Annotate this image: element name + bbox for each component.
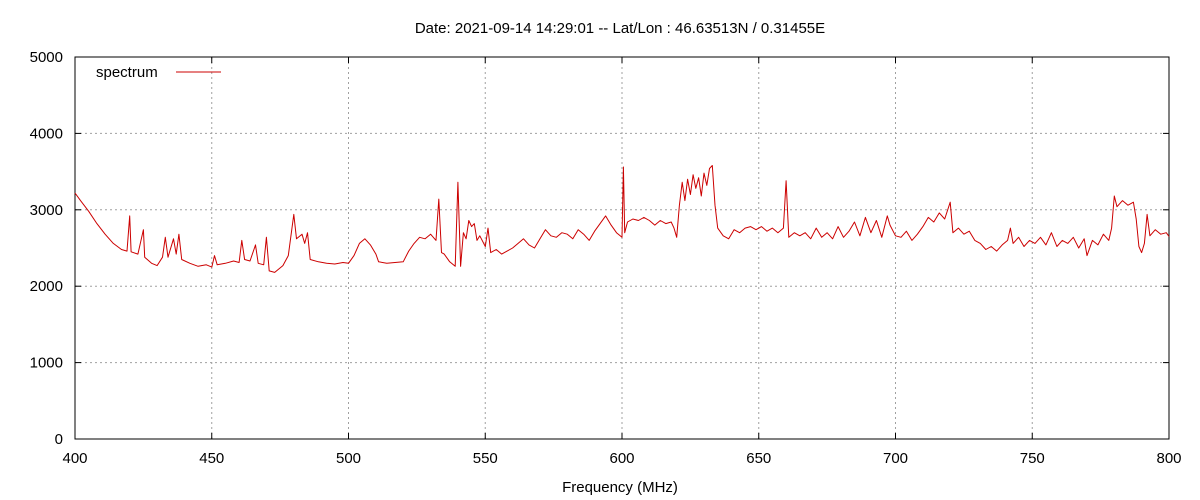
y-tick-label: 5000 (30, 49, 63, 66)
x-tick-label: 550 (473, 450, 498, 467)
x-tick-label: 400 (62, 450, 87, 467)
y-tick-label: 0 (55, 431, 63, 448)
x-tick-label: 600 (609, 450, 634, 467)
y-tick-label: 2000 (30, 278, 63, 295)
x-tick-label: 750 (1020, 450, 1045, 467)
spectrum-line (74, 165, 1170, 273)
y-tick-label: 1000 (30, 355, 63, 372)
x-tick-label: 450 (199, 450, 224, 467)
x-axis-label: Frequency (MHz) (562, 479, 678, 496)
x-tick-label: 650 (746, 450, 771, 467)
x-tick-label: 800 (1156, 450, 1181, 467)
legend: spectrum (96, 64, 221, 81)
legend-label: spectrum (96, 64, 158, 81)
series-layer (74, 165, 1170, 273)
grid-lines (75, 57, 1169, 439)
x-tick-label: 700 (883, 450, 908, 467)
x-ticks: 400 450 500 550 600 650 700 750 800 (62, 57, 1182, 467)
y-tick-label: 3000 (30, 202, 63, 219)
x-tick-label: 500 (336, 450, 361, 467)
chart-title: Date: 2021-09-14 14:29:01 -- Lat/Lon : 4… (415, 20, 825, 37)
y-ticks: 0 1000 2000 3000 4000 5000 (30, 49, 1169, 448)
y-tick-label: 4000 (30, 125, 63, 142)
